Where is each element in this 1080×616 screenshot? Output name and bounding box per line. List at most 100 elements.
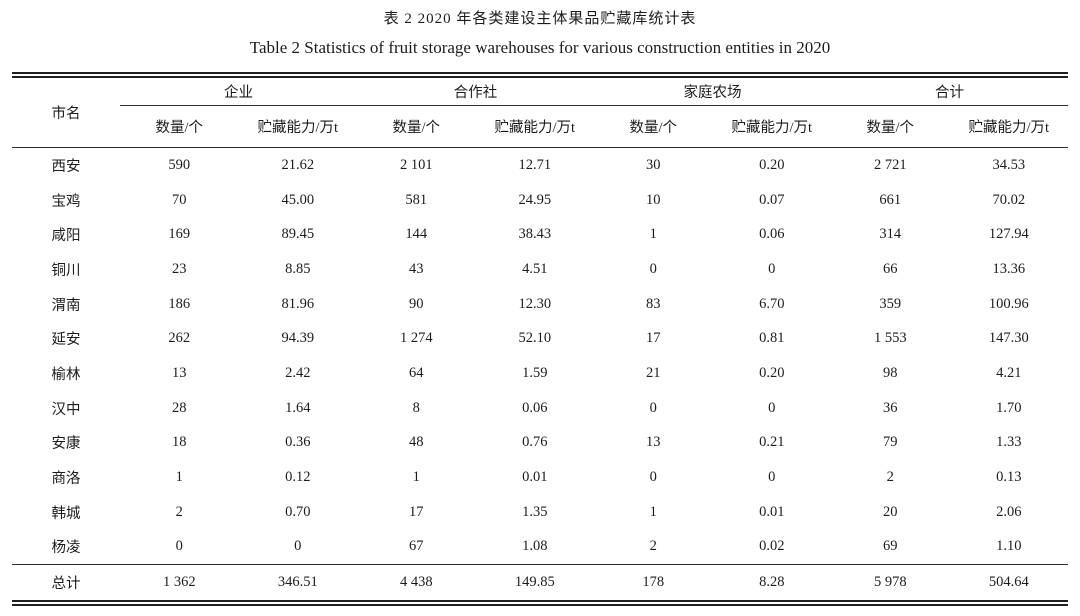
value-cell: 1 553 [873, 330, 907, 347]
value-cell: 1.59 [522, 364, 548, 381]
value-cell: 21.62 [281, 156, 315, 173]
statistics-table: 市名 企业 合作社 家庭农场 合计 数量/个 贮藏能力/万t 数量/个 贮藏能力… [12, 72, 1068, 607]
value-cell: 0 [649, 399, 657, 416]
table-foot: 总计 1 362 346.51 4 438 149.85 178 8.28 5 978 504.… [12, 564, 1068, 600]
value-cell: 0 [175, 538, 183, 555]
table-row: 延安 262 94.39 1 274 52.10 17 0.81 1 553 147.30 [12, 321, 1068, 356]
total-row: 总计 1 362 346.51 4 438 149.85 178 8.28 5 978 504.… [12, 564, 1068, 600]
table-row: 铜川 23 8.85 43 4.51 0 0 66 13.36 [12, 252, 1068, 287]
value-cell: 0.01 [759, 503, 785, 520]
value-cell: 147.30 [988, 330, 1029, 347]
table-row: 汉中 28 1.64 8 0.06 0 0 36 1.70 [12, 391, 1068, 426]
value-cell: 6.70 [759, 295, 785, 312]
value-cell: 13 [172, 364, 187, 381]
table-row: 韩城 2 0.70 17 1.35 1 0.01 20 2.06 [12, 495, 1068, 530]
value-cell: 0 [768, 260, 776, 277]
value-cell: 0.76 [522, 434, 548, 451]
value-cell: 590 [168, 156, 191, 173]
col-header-total-count: 数量/个 [831, 106, 950, 148]
value-cell: 21 [646, 364, 661, 381]
value-cell: 2 [175, 503, 183, 520]
value-cell: 314 [879, 226, 902, 243]
city-cell: 安康 [51, 436, 81, 453]
value-cell: 4.21 [996, 364, 1022, 381]
value-cell: 346.51 [238, 564, 357, 600]
value-cell: 0 [768, 399, 776, 416]
group-header-enterprise: 企业 [120, 78, 357, 106]
city-cell: 渭南 [51, 297, 81, 314]
value-cell: 100.96 [988, 295, 1029, 312]
value-cell: 127.94 [988, 226, 1029, 243]
table-body: 西安 590 21.62 2 101 12.71 30 0.20 2 721 34.53 宝鸡 70… [12, 148, 1068, 564]
value-cell: 186 [168, 295, 191, 312]
value-cell: 1.33 [996, 434, 1022, 451]
value-cell: 2 [886, 469, 894, 486]
table-row: 西安 590 21.62 2 101 12.71 30 0.20 2 721 34.53 [12, 148, 1068, 183]
value-cell: 5 978 [831, 564, 950, 600]
value-cell: 0.06 [759, 226, 785, 243]
value-cell: 69 [883, 538, 898, 555]
value-cell: 1 [175, 469, 183, 486]
value-cell: 89.45 [281, 226, 315, 243]
city-cell: 咸阳 [51, 228, 81, 245]
city-cell: 汉中 [51, 401, 81, 418]
table-row: 榆林 13 2.42 64 1.59 21 0.20 98 4.21 [12, 356, 1068, 391]
city-cell: 延安 [51, 332, 81, 349]
group-header-row: 市名 企业 合作社 家庭农场 合计 [12, 78, 1068, 148]
table-row: 渭南 186 81.96 90 12.30 83 6.70 359 100.96 [12, 287, 1068, 322]
value-cell: 8.28 [712, 564, 831, 600]
value-cell: 12.30 [518, 295, 552, 312]
value-cell: 0.13 [996, 469, 1022, 486]
col-header-family-farm-capacity: 贮藏能力/万t [712, 106, 831, 148]
city-cell: 铜川 [51, 262, 81, 279]
city-cell: 总计 [12, 564, 120, 600]
table-row: 商洛 1 0.12 1 0.01 0 0 2 0.13 [12, 460, 1068, 495]
table-row: 杨凌 0 0 67 1.08 2 0.02 69 1.10 [12, 530, 1068, 565]
value-cell: 0.21 [759, 434, 785, 451]
value-cell: 98 [883, 364, 898, 381]
value-cell: 144 [405, 226, 428, 243]
value-cell: 1.70 [996, 399, 1022, 416]
value-cell: 178 [594, 564, 713, 600]
value-cell: 1 [649, 503, 657, 520]
col-header-family-farm-count: 数量/个 [594, 106, 713, 148]
value-cell: 79 [883, 434, 898, 451]
value-cell: 169 [168, 226, 191, 243]
value-cell: 8 [412, 399, 420, 416]
col-header-enterprise-capacity: 贮藏能力/万t [238, 106, 357, 148]
value-cell: 38.43 [518, 226, 552, 243]
city-cell: 榆林 [51, 366, 81, 383]
sub-header-row: 数量/个 贮藏能力/万t 数量/个 贮藏能力/万t 数量/个 贮藏能力/万t 数… [12, 106, 1068, 148]
value-cell: 90 [409, 295, 424, 312]
value-cell: 20 [883, 503, 898, 520]
value-cell: 1 [649, 226, 657, 243]
value-cell: 0 [649, 260, 657, 277]
value-cell: 1.64 [285, 399, 311, 416]
value-cell: 12.71 [518, 156, 552, 173]
value-cell: 0.70 [285, 503, 311, 520]
value-cell: 8.85 [285, 260, 311, 277]
value-cell: 24.95 [518, 191, 552, 208]
value-cell: 43 [409, 260, 424, 277]
value-cell: 10 [646, 191, 661, 208]
value-cell: 17 [646, 330, 661, 347]
value-cell: 4 438 [357, 564, 476, 600]
value-cell: 2.06 [996, 503, 1022, 520]
table-row: 咸阳 169 89.45 144 38.43 1 0.06 314 127.94 [12, 217, 1068, 252]
value-cell: 2.42 [285, 364, 311, 381]
group-header-total: 合计 [831, 78, 1068, 106]
group-header-family-farm: 家庭农场 [594, 78, 831, 106]
col-header-enterprise-count: 数量/个 [120, 106, 239, 148]
value-cell: 0.36 [285, 434, 311, 451]
value-cell: 52.10 [518, 330, 552, 347]
value-cell: 504.64 [949, 564, 1068, 600]
city-cell: 韩城 [51, 505, 81, 522]
value-cell: 661 [879, 191, 902, 208]
value-cell: 30 [646, 156, 661, 173]
value-cell: 581 [405, 191, 428, 208]
value-cell: 4.51 [522, 260, 548, 277]
value-cell: 2 101 [399, 156, 433, 173]
value-cell: 13 [646, 434, 661, 451]
group-header-cooperative: 合作社 [357, 78, 594, 106]
